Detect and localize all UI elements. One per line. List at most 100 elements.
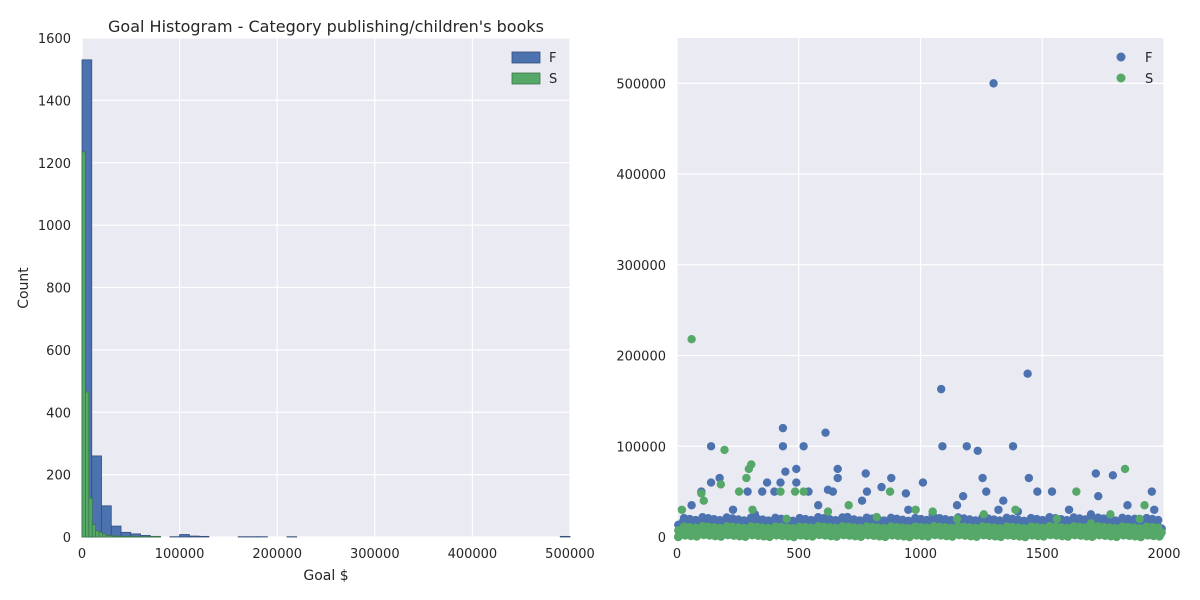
legend-label-f: F [549,51,556,66]
scatter-point-s [1052,514,1062,524]
scatter-point-f [962,442,971,451]
y-tick-label: 400000 [616,168,666,183]
histogram-bar-s [81,151,86,538]
scatter-point-f [715,473,724,483]
scatter-point-f [1147,487,1157,496]
histogram-bar-s [115,535,120,538]
legend-swatch-s [511,72,541,85]
scatter-points [674,79,1166,542]
scatter-point-f [982,487,991,496]
scatter-legend: FS [1116,51,1153,87]
scatter-point-f [728,505,738,514]
scatter-point-s [742,473,751,483]
scatter-y-tick-labels: 0 100000 200000 300000 400000 500000 [616,77,666,546]
scatter-point-f [973,446,982,456]
y-tick-label: 100000 [616,440,666,455]
scatter-point-s [677,505,687,514]
histogram-bar-f [559,535,571,538]
scatter-point-f [1154,515,1163,525]
y-tick-label: 400 [46,406,71,421]
x-tick-label: 2000 [1147,547,1180,562]
scatter-grid [676,38,1165,538]
scatter-point-s [674,526,683,535]
legend-label-s: S [549,72,557,87]
histogram-y-axis-label: Count [16,267,32,309]
histogram-bars [81,59,571,538]
histogram-bar-s [119,535,124,538]
scatter-point-f [821,428,830,437]
x-tick-label: 400000 [448,547,498,562]
scatter-point-f [989,79,998,88]
scatter-point-f [743,487,752,496]
y-tick-label: 1400 [38,94,71,109]
scatter-point-s [687,335,696,344]
scatter-point-f [758,487,767,496]
legend-label-f: F [1145,51,1152,66]
histogram-bar-s [98,531,103,538]
scatter-point-s [979,510,989,519]
legend-marker-s [1116,73,1126,83]
scatter-point-s [1140,501,1149,510]
scatter-point-f [1094,491,1103,501]
scatter-point-f [1008,442,1018,451]
scatter-point-f [799,442,808,451]
scatter-point-s [1106,510,1115,519]
histogram-bar-s [85,391,90,538]
scatter-point-s [748,505,757,514]
scatter-point-f [792,464,801,474]
scatter-point-f [938,442,947,451]
histogram-x-axis-label: Goal $ [303,568,348,584]
y-tick-label: 200 [46,469,71,484]
y-tick-label: 1200 [38,157,71,172]
histogram-bar-s [122,535,127,538]
histogram-bar-s [112,535,117,538]
histogram-legend: FS [511,51,557,87]
y-tick-label: 0 [63,531,71,546]
legend-marker-f [1116,52,1126,62]
scatter-point-f [887,473,896,483]
scatter-point-f [1033,487,1042,496]
scatter-point-s [823,507,833,516]
legend-label-s: S [1145,72,1153,87]
scatter-point-f [936,384,946,394]
scatter-point-s [716,480,726,489]
histogram-bar-f [179,534,190,538]
scatter-point-f [1024,473,1034,483]
x-tick-label: 0 [78,547,86,562]
scatter-point-f [1150,505,1159,514]
scatter-point-s [872,512,881,522]
scatter-point-f [904,505,913,514]
scatter-point-f [952,501,962,510]
scatter-point-f [999,496,1008,505]
histogram-y-tick-labels: 0 200 400 600 800 1000 1200 1400 1600 [38,32,71,546]
scatter-point-f [1086,510,1096,519]
scatter-point-s [1135,514,1144,524]
x-tick-label: 100000 [155,547,205,562]
y-tick-label: 0 [658,531,666,546]
histogram-panel: 0 200 400 600 800 1000 1200 1400 1600 0 100000 200… [16,17,595,584]
y-tick-label: 300000 [616,259,666,274]
scatter-point-f [781,467,790,476]
scatter-point-f [1123,501,1132,510]
scatter-point-f [706,442,716,451]
histogram-bar-s [95,530,100,538]
scatter-point-s [699,496,708,505]
y-tick-label: 200000 [616,350,666,365]
x-tick-label: 300000 [350,547,400,562]
y-tick-label: 600 [46,344,71,359]
scatter-panel: 0 100000 200000 300000 400000 500000 0 500 1000… [616,38,1181,562]
scatter-point-s [734,487,744,496]
scatter-point-s [790,487,800,496]
y-tick-label: 1600 [38,32,71,47]
scatter-point-f [770,487,779,496]
scatter-point-f [862,487,872,496]
scatter-point-f [901,489,911,498]
scatter-point-s [952,514,962,524]
histogram-bar-s [105,535,110,538]
scatter-point-f [706,478,716,487]
histogram-title: Goal Histogram - Category publishing/chi… [108,17,544,36]
histogram-bar-s [129,535,134,538]
histogram-bar-s [153,535,158,538]
scatter-point-f [857,496,867,505]
